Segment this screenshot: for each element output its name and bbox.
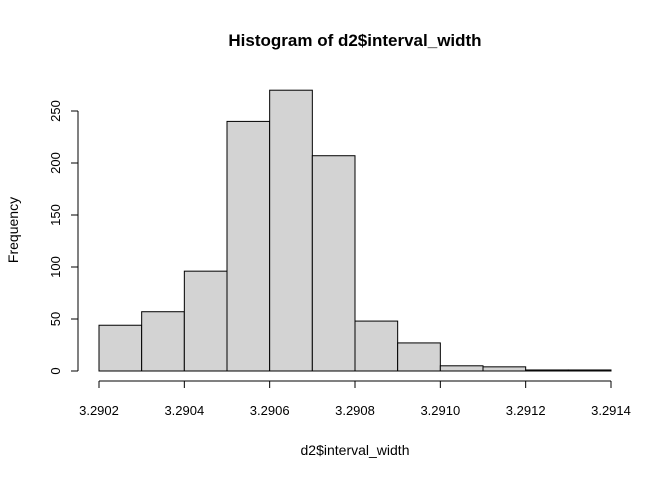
y-axis: 0 50 100 150 200 250 [48, 100, 79, 375]
histogram-bar [567, 369, 612, 372]
x-tick-label: 3.2906 [250, 403, 290, 418]
histogram-bar [98, 324, 143, 372]
y-tick-label: 50 [48, 312, 63, 326]
y-tick-label: 200 [48, 152, 63, 174]
histogram-bar [354, 320, 399, 372]
x-tick-label: 3.2912 [506, 403, 546, 418]
bars-group [98, 89, 612, 372]
chart-title: Histogram of d2$interval_width [228, 31, 481, 50]
x-tick-label: 3.2902 [79, 403, 119, 418]
x-axis: 3.2902 3.2904 3.2906 3.2908 3.2910 3.2912 3.29… [79, 380, 631, 418]
histogram-bar [482, 366, 527, 372]
x-tick-label: 3.2908 [335, 403, 375, 418]
histogram-bar [439, 365, 484, 372]
y-axis-label: Frequency [5, 197, 21, 263]
histogram-bar [141, 311, 185, 372]
y-tick-label: 250 [48, 100, 63, 122]
y-tick-label: 0 [48, 367, 63, 374]
x-tick-label: 3.2904 [164, 403, 204, 418]
histogram-bar [269, 89, 313, 372]
y-tick-label: 150 [48, 204, 63, 226]
y-tick-label: 100 [48, 256, 63, 278]
x-tick-label: 3.2914 [591, 403, 631, 418]
histogram-bar [226, 120, 271, 372]
x-tick-label: 3.2910 [420, 403, 460, 418]
histogram-bar [311, 155, 356, 372]
histogram-bar [525, 369, 569, 372]
histogram-bar [397, 342, 441, 372]
histogram-bar [183, 270, 228, 372]
x-axis-label: d2$interval_width [301, 442, 410, 458]
